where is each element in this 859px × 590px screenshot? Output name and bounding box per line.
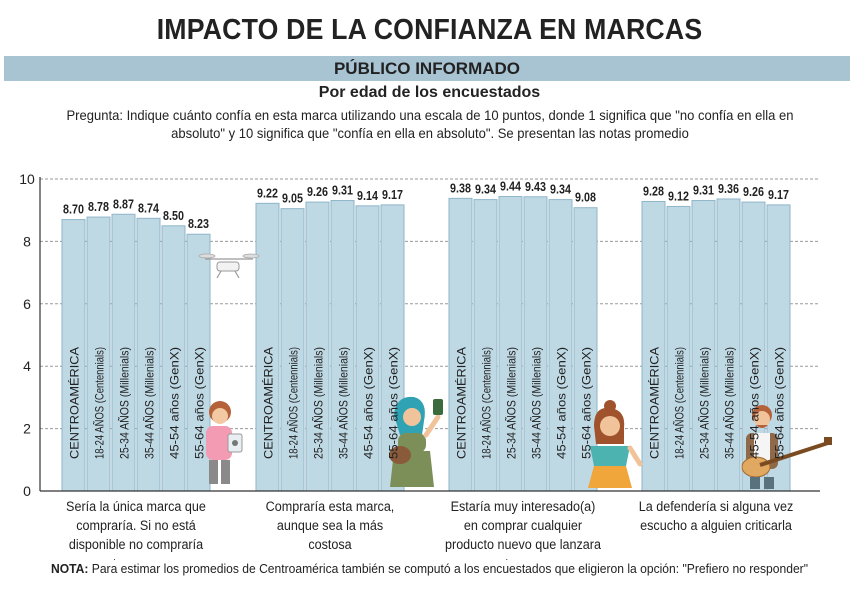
- axis: 0 2 4 6 8 10: [19, 171, 820, 499]
- y-tick-label: 4: [23, 358, 31, 374]
- data-label: 9.31: [693, 184, 714, 198]
- category-label: 35-44 AÑOS (Millenials): [530, 347, 544, 459]
- category-label: 18-24 AÑOS (Centennials): [673, 347, 687, 459]
- band-label: PÚBLICO INFORMADO: [333, 59, 521, 78]
- data-label: 9.17: [382, 188, 403, 202]
- data-label: 9.12: [668, 190, 689, 204]
- category-label: 18-24 AÑOS (Centennials): [480, 347, 494, 459]
- drone-icon: [198, 253, 260, 279]
- category-label: CENTROAMÉRICA: [261, 347, 276, 459]
- category-label: 18-24 AÑOS (Centennials): [287, 347, 301, 459]
- category-label: 35-44 AÑOS (Millenials): [723, 347, 737, 459]
- group-label: Estaría muy interesado(a) en comprar cual…: [445, 498, 602, 560]
- category-label: 55-64 años (GenX): [387, 347, 401, 459]
- value-labels: 8.70 CENTROAMÉRICA 8.78 18-24 AÑOS (Centenn…: [63, 180, 793, 560]
- category-label: 45-54 años (GenX): [748, 347, 762, 459]
- data-label: 9.38: [450, 182, 471, 196]
- category-label: 55-64 años (GenX): [773, 347, 787, 459]
- group-label: Sería la única marca que compraría. Si no…: [66, 498, 206, 560]
- category-label: 55-64 años (GenX): [193, 347, 207, 459]
- category-label: 35-44 AÑOS (Millenials): [143, 347, 157, 459]
- category-label: 25-34 AÑOS (Millenials): [505, 347, 519, 459]
- y-tick-label: 0: [23, 483, 31, 499]
- category-label: 55-64 años (GenX): [580, 347, 594, 459]
- chart-title: IMPACTO DE LA CONFIANZA EN MARCAS: [156, 14, 703, 46]
- section-band: PÚBLICO INFORMADO: [4, 56, 850, 81]
- note-label: NOTA:: [51, 561, 89, 576]
- category-label: 25-34 AÑOS (Millenials): [698, 347, 712, 459]
- data-label: 9.22: [257, 187, 278, 201]
- category-label: CENTROAMÉRICA: [454, 347, 469, 459]
- data-label: 9.26: [743, 185, 764, 199]
- woman-with-phone-icon: [389, 396, 443, 487]
- girl-with-phone-icon: [206, 401, 243, 484]
- y-tick-label: 6: [23, 296, 31, 312]
- bar-chart: 0 2 4 6 8 10 8.70 CENTROAMÉRICA 8.78 18-24 AÑOS …: [19, 171, 832, 560]
- category-label: CENTROAMÉRICA: [67, 347, 82, 459]
- question-text: Pregunta: Indique cuánto confía en esta …: [66, 107, 794, 141]
- data-label: 8.74: [138, 202, 159, 216]
- data-label: 8.78: [88, 200, 109, 214]
- category-label: 25-34 AÑOS (Millenials): [118, 347, 132, 459]
- data-label: 8.70: [63, 203, 84, 217]
- y-tick-label: 10: [19, 171, 35, 187]
- data-label: 9.43: [525, 180, 546, 194]
- category-label: CENTROAMÉRICA: [647, 347, 662, 459]
- data-label: 8.23: [188, 218, 209, 232]
- y-tick-label: 2: [23, 421, 31, 437]
- data-label: 9.36: [718, 182, 739, 196]
- footnote: NOTA: Para estimar los promedios de Cent…: [30, 561, 829, 576]
- data-label: 9.08: [575, 191, 596, 205]
- data-label: 9.34: [475, 183, 496, 197]
- data-label: 8.87: [113, 198, 134, 212]
- man-with-guitar-icon: [741, 405, 832, 489]
- y-tick-label: 8: [23, 233, 31, 249]
- category-label: 25-34 AÑOS (Millenials): [312, 347, 326, 459]
- category-label: 45-54 años (GenX): [168, 347, 182, 459]
- group-label: Compraría esta marca, aunque sea la más co…: [266, 498, 395, 552]
- data-label: 9.05: [282, 192, 303, 206]
- category-label: 35-44 AÑOS (Millenials): [337, 347, 351, 459]
- data-label: 9.14: [357, 189, 378, 203]
- chart-subtitle: Por edad de los encuestados: [318, 84, 541, 101]
- data-label: 9.34: [550, 183, 571, 197]
- category-label: 45-54 años (GenX): [555, 347, 569, 459]
- group-label: La defendería si alguna vez escucho a alg…: [639, 498, 794, 533]
- illustrations: [198, 253, 832, 489]
- woman-illustration-icon: [588, 400, 643, 488]
- category-label: 45-54 años (GenX): [362, 347, 376, 459]
- data-label: 8.50: [163, 209, 184, 223]
- data-label: 9.17: [768, 188, 789, 202]
- data-label: 9.28: [643, 185, 664, 199]
- category-label: 18-24 AÑOS (Centennials): [93, 347, 107, 459]
- note-text: Para estimar los promedios de Centroamér…: [88, 561, 808, 576]
- data-label: 9.26: [307, 185, 328, 199]
- data-label: 9.31: [332, 184, 353, 198]
- data-label: 9.44: [500, 180, 521, 194]
